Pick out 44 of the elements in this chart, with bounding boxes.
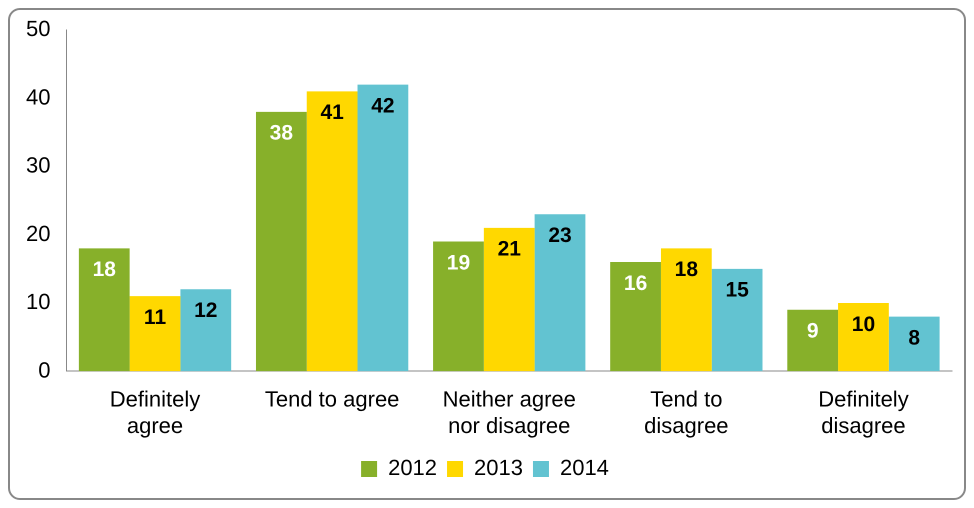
x-tick-label: Tend to disagree <box>644 386 729 438</box>
y-tick-label: 10 <box>26 289 50 314</box>
data-label: 41 <box>320 101 344 124</box>
bar <box>78 248 130 372</box>
bar <box>838 302 889 372</box>
y-tick-label: 0 <box>38 357 50 382</box>
x-tick-label: Tend to agree <box>264 386 400 412</box>
bar <box>433 242 484 372</box>
data-label: 18 <box>92 258 116 282</box>
bar <box>888 316 940 372</box>
y-tick-label: 20 <box>26 220 50 246</box>
x-tick-label: Definitely disagree <box>818 386 909 438</box>
bar <box>610 262 661 372</box>
bar <box>256 112 307 372</box>
bar <box>712 268 762 372</box>
data-label: 10 <box>852 312 876 336</box>
bar <box>534 214 586 372</box>
data-label: 8 <box>908 326 920 350</box>
y-tick-label: 40 <box>26 84 50 110</box>
data-label: 23 <box>548 224 572 248</box>
legend-label: 2012 <box>388 455 438 480</box>
bar <box>130 296 180 372</box>
data-label: 18 <box>674 258 698 282</box>
x-tick-label: Definitely agree <box>110 386 200 438</box>
data-label: 42 <box>371 94 395 118</box>
x-tick-label: Neither agree nor disagree <box>442 386 576 438</box>
y-tick-label: 30 <box>26 152 50 178</box>
data-label: 21 <box>498 238 522 261</box>
data-label: 19 <box>446 251 470 274</box>
y-tick-label: 50 <box>26 16 50 42</box>
bar <box>306 91 358 372</box>
data-label: 12 <box>194 299 218 322</box>
legend-label: 2013 <box>474 455 523 480</box>
bar <box>660 248 712 372</box>
data-label: 11 <box>144 306 166 329</box>
bar <box>180 289 232 372</box>
bar <box>484 228 535 372</box>
data-label: 16 <box>624 272 648 295</box>
data-label: 38 <box>270 122 294 145</box>
bar <box>358 84 408 372</box>
data-label: 15 <box>725 278 750 302</box>
data-label: 9 <box>806 320 819 343</box>
legend-label: 2014 <box>560 455 609 480</box>
bar <box>787 310 838 372</box>
